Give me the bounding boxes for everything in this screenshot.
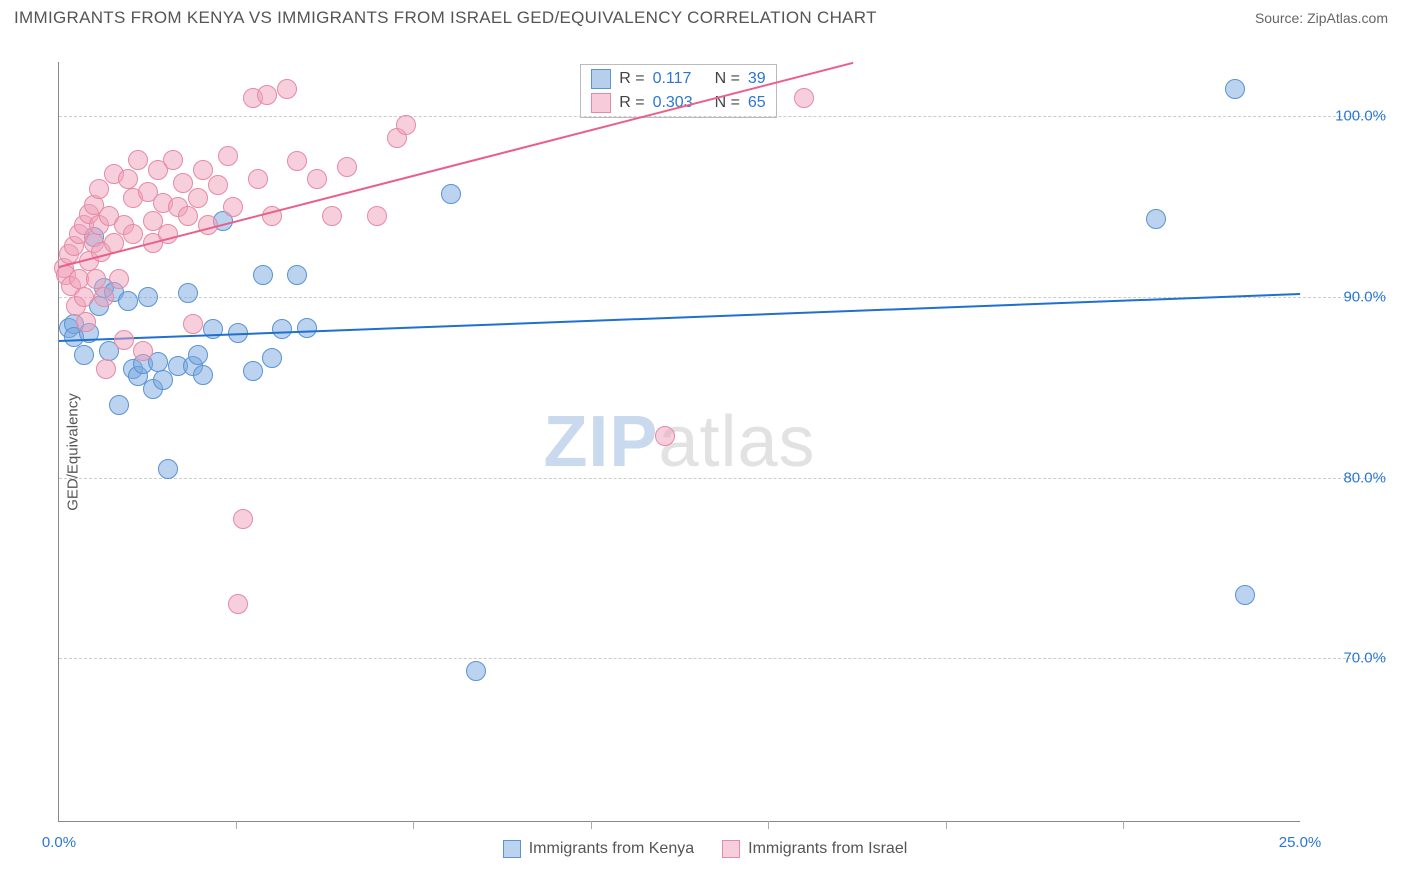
- watermark: ZIPatlas: [543, 401, 815, 483]
- data-point[interactable]: [89, 179, 109, 199]
- chart-header: IMMIGRANTS FROM KENYA VS IMMIGRANTS FROM…: [0, 0, 1406, 34]
- data-point[interactable]: [74, 345, 94, 365]
- grid-line-h: [59, 116, 1386, 117]
- data-point[interactable]: [208, 175, 228, 195]
- data-point[interactable]: [94, 287, 114, 307]
- watermark-rest: atlas: [658, 402, 815, 482]
- data-point[interactable]: [109, 395, 129, 415]
- legend-bottom: Immigrants from Kenya Immigrants from Isr…: [14, 840, 1396, 858]
- legend-label: Immigrants from Israel: [748, 840, 907, 858]
- legend-swatch: [591, 93, 611, 113]
- n-value: 65: [748, 94, 766, 112]
- data-point[interactable]: [188, 345, 208, 365]
- data-point[interactable]: [277, 79, 297, 99]
- data-point[interactable]: [297, 318, 317, 338]
- data-point[interactable]: [114, 330, 134, 350]
- data-point[interactable]: [248, 169, 268, 189]
- data-point[interactable]: [228, 594, 248, 614]
- grid-line-h: [59, 478, 1386, 479]
- data-point[interactable]: [1146, 209, 1166, 229]
- x-minor-tick: [591, 821, 592, 829]
- data-point[interactable]: [655, 426, 675, 446]
- data-point[interactable]: [203, 319, 223, 339]
- data-point[interactable]: [466, 661, 486, 681]
- data-point[interactable]: [794, 88, 814, 108]
- x-minor-tick: [413, 821, 414, 829]
- legend-swatch: [503, 840, 521, 858]
- r-value: 0.117: [653, 70, 707, 88]
- chart-container: GED/Equivalency ZIPatlas R =0.117N =39R …: [14, 42, 1396, 862]
- data-point[interactable]: [138, 287, 158, 307]
- data-point[interactable]: [396, 115, 416, 135]
- data-point[interactable]: [153, 370, 173, 390]
- data-point[interactable]: [86, 269, 106, 289]
- data-point[interactable]: [257, 85, 277, 105]
- data-point[interactable]: [243, 361, 263, 381]
- data-point[interactable]: [1225, 79, 1245, 99]
- data-point[interactable]: [441, 184, 461, 204]
- data-point[interactable]: [193, 365, 213, 385]
- grid-line-h: [59, 658, 1386, 659]
- r-label: R =: [619, 94, 644, 112]
- data-point[interactable]: [262, 348, 282, 368]
- data-point[interactable]: [1235, 585, 1255, 605]
- r-label: R =: [619, 70, 644, 88]
- data-point[interactable]: [96, 359, 116, 379]
- data-point[interactable]: [287, 265, 307, 285]
- x-minor-tick: [946, 821, 947, 829]
- data-point[interactable]: [322, 206, 342, 226]
- source-link[interactable]: ZipAtlas.com: [1307, 10, 1388, 26]
- chart-title: IMMIGRANTS FROM KENYA VS IMMIGRANTS FROM…: [14, 8, 877, 28]
- stats-row: R =0.303N =65: [581, 91, 775, 115]
- data-point[interactable]: [158, 459, 178, 479]
- data-point[interactable]: [307, 169, 327, 189]
- watermark-zip: ZIP: [543, 402, 658, 482]
- data-point[interactable]: [133, 341, 153, 361]
- data-point[interactable]: [188, 188, 208, 208]
- source-attribution: Source: ZipAtlas.com: [1255, 10, 1388, 26]
- data-point[interactable]: [367, 206, 387, 226]
- plot-area: ZIPatlas R =0.117N =39R =0.303N =65 70.0…: [58, 62, 1300, 822]
- data-point[interactable]: [218, 146, 238, 166]
- legend-label: Immigrants from Kenya: [529, 840, 694, 858]
- data-point[interactable]: [287, 151, 307, 171]
- x-minor-tick: [768, 821, 769, 829]
- data-point[interactable]: [74, 287, 94, 307]
- x-minor-tick: [236, 821, 237, 829]
- data-point[interactable]: [123, 224, 143, 244]
- data-point[interactable]: [272, 319, 292, 339]
- data-point[interactable]: [178, 283, 198, 303]
- x-minor-tick: [1123, 821, 1124, 829]
- data-point[interactable]: [337, 157, 357, 177]
- y-tick-label: 70.0%: [1306, 650, 1386, 667]
- data-point[interactable]: [233, 509, 253, 529]
- data-point[interactable]: [253, 265, 273, 285]
- data-point[interactable]: [163, 150, 183, 170]
- y-tick-label: 80.0%: [1306, 469, 1386, 486]
- legend-item[interactable]: Immigrants from Kenya: [503, 840, 694, 858]
- data-point[interactable]: [118, 169, 138, 189]
- data-point[interactable]: [178, 206, 198, 226]
- y-tick-label: 90.0%: [1306, 288, 1386, 305]
- data-point[interactable]: [128, 150, 148, 170]
- n-label: N =: [715, 70, 740, 88]
- source-label: Source:: [1255, 10, 1307, 26]
- stats-row: R =0.117N =39: [581, 67, 775, 91]
- legend-item[interactable]: Immigrants from Israel: [722, 840, 907, 858]
- data-point[interactable]: [76, 312, 96, 332]
- legend-swatch: [722, 840, 740, 858]
- trend-line: [59, 293, 1300, 342]
- data-point[interactable]: [183, 314, 203, 334]
- data-point[interactable]: [223, 197, 243, 217]
- data-point[interactable]: [109, 269, 129, 289]
- data-point[interactable]: [118, 291, 138, 311]
- legend-swatch: [591, 69, 611, 89]
- y-tick-label: 100.0%: [1306, 108, 1386, 125]
